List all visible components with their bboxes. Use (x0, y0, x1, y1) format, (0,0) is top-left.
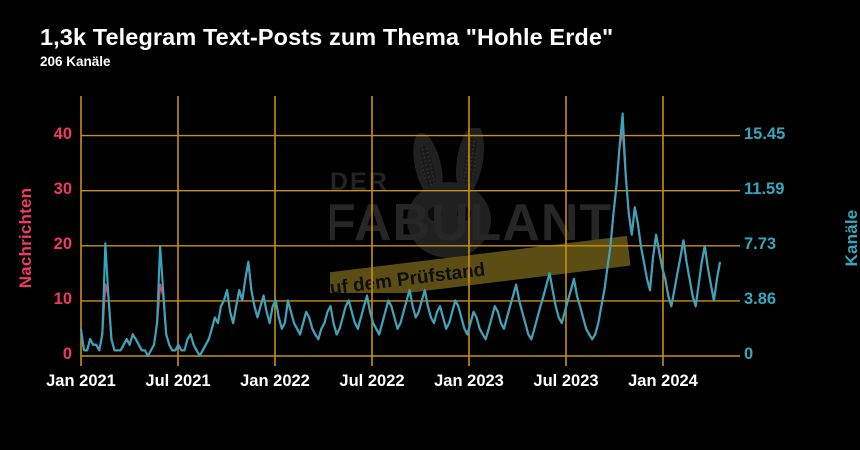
y-axis-right-title: Kanäle (842, 209, 860, 267)
y-right-tick-11.59: 11.59 (744, 179, 785, 198)
x-tick-jul-2022: Jul 2022 (339, 372, 405, 390)
chart-header: 1,3k Telegram Text-Posts zum Thema "Hohl… (40, 22, 820, 71)
y-right-tick-3.86: 3.86 (744, 289, 777, 308)
series-layer (79, 112, 722, 358)
y-left-tick-30: 30 (53, 179, 72, 198)
y-right-tick-15.45: 15.45 (744, 124, 786, 143)
x-tick-jan-2021: Jan 2021 (46, 372, 116, 390)
x-tick-jan-2023: Jan 2023 (434, 372, 504, 390)
x-tick-jan-2024: Jan 2024 (628, 372, 698, 390)
x-tick-jan-2022: Jan 2022 (240, 372, 310, 390)
page-title: 1,3k Telegram Text-Posts zum Thema "Hohl… (40, 24, 614, 50)
chart-subtitle: 206 Kanäle (40, 54, 111, 69)
x-tick-jul-2023: Jul 2023 (533, 372, 599, 390)
y-left-tick-10: 10 (53, 289, 72, 308)
gridlines (80, 96, 740, 366)
y-right-tick-0: 0 (744, 345, 754, 363)
series-line-kanäle (79, 112, 722, 358)
y-left-tick-40: 40 (53, 124, 72, 143)
y-left-tick-0: 0 (62, 345, 72, 363)
x-tick-jul-2021: Jul 2021 (145, 372, 211, 390)
y-right-tick-7.73: 7.73 (744, 234, 777, 253)
y-left-tick-20: 20 (53, 234, 72, 253)
